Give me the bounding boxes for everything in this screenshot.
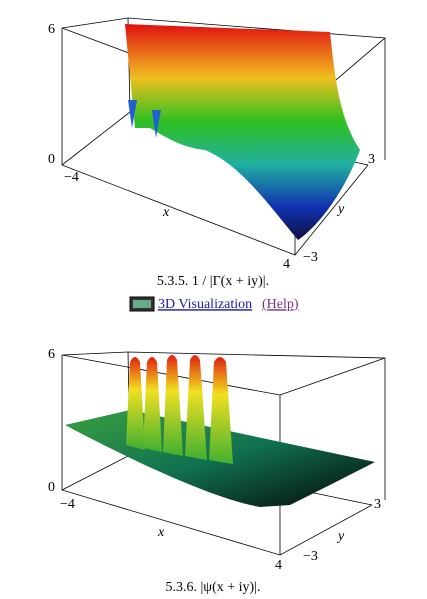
figure-2: 6 0 −4 4 x 3 −3 y 5.3.6. |ψ(x + iy)|. bbox=[48, 347, 386, 595]
surface-spikes bbox=[128, 100, 161, 138]
z-tick-label: 6 bbox=[48, 347, 55, 362]
y-tick-label: −3 bbox=[303, 250, 318, 265]
surface-spikes bbox=[126, 355, 233, 464]
y-tick-label: −3 bbox=[303, 549, 318, 564]
z-tick-label: 0 bbox=[48, 152, 55, 167]
caption: 5.3.6. |ψ(x + iy)|. bbox=[166, 580, 261, 595]
icon-detail bbox=[133, 300, 151, 308]
x-axis-label: x bbox=[157, 525, 165, 540]
help-link[interactable]: (Help) bbox=[262, 297, 299, 312]
z-tick-label: 0 bbox=[48, 480, 55, 495]
help-text[interactable]: (Help) bbox=[262, 297, 299, 312]
x-tick-label: −4 bbox=[60, 497, 75, 512]
z-tick-label: 6 bbox=[48, 22, 55, 37]
y-tick-label: 3 bbox=[374, 497, 381, 512]
x-axis-label: x bbox=[162, 205, 170, 220]
x-tick-label: −4 bbox=[64, 170, 79, 185]
y-axis-label: y bbox=[336, 202, 345, 217]
link-text[interactable]: 3D Visualization bbox=[158, 297, 252, 312]
x-tick-label: 4 bbox=[275, 558, 282, 573]
figure-1: 6 0 −4 4 x 3 −3 y 5.3.5. 1 / |Γ(x + iy)|… bbox=[48, 17, 386, 312]
y-tick-label: 3 bbox=[368, 152, 375, 167]
x-tick-label: 4 bbox=[283, 257, 290, 272]
y-axis-label: y bbox=[336, 529, 345, 544]
surface bbox=[125, 24, 360, 240]
visualization-link[interactable]: 3D Visualization bbox=[158, 297, 252, 312]
caption: 5.3.5. 1 / |Γ(x + iy)|. bbox=[157, 274, 269, 289]
